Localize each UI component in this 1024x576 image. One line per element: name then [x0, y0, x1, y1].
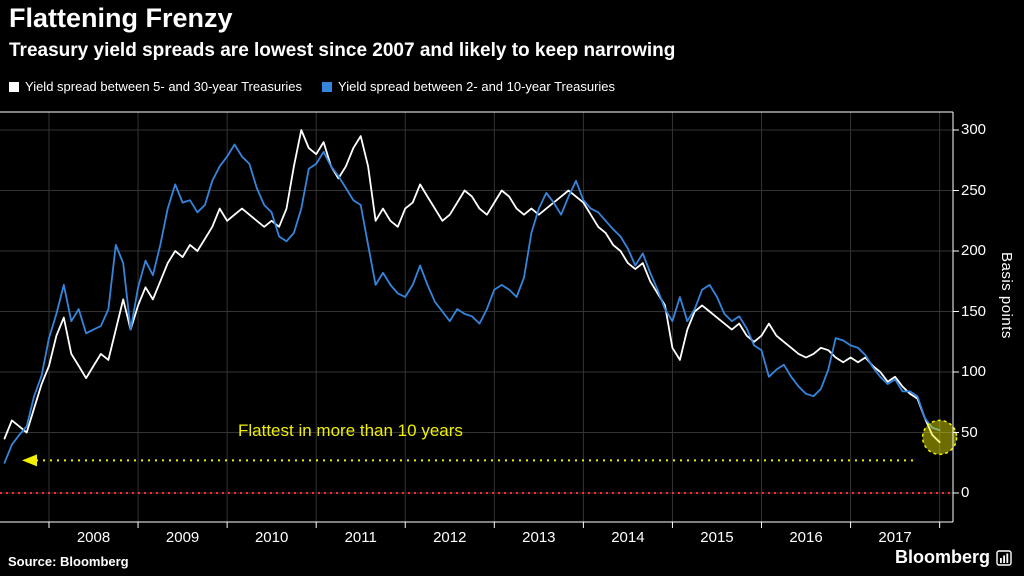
legend-item-5s30s: Yield spread between 5- and 30-year Trea… [9, 79, 302, 94]
legend-label-2s10s: Yield spread between 2- and 10-year Trea… [338, 79, 616, 94]
series-line-2s10s [3, 143, 941, 464]
chart-legend: Yield spread between 5- and 30-year Trea… [9, 79, 615, 94]
legend-swatch-blue-icon [322, 81, 333, 92]
annotation-arrowhead-icon [22, 454, 37, 467]
highlight-circle [921, 419, 958, 456]
source-label: Source: Bloomberg [8, 554, 129, 569]
legend-item-2s10s: Yield spread between 2- and 10-year Trea… [322, 79, 615, 94]
legend-swatch-white-icon [9, 81, 19, 92]
page-title: Flattening Frenzy [9, 3, 233, 33]
annotation-label: Flattest in more than 10 years [238, 421, 463, 440]
series-line-5s30s [3, 129, 941, 444]
bloomberg-logo: Bloomberg [895, 547, 1012, 568]
page-subtitle: Treasury yield spreads are lowest since … [9, 40, 676, 61]
y-axis-title: Basis points [998, 252, 1015, 339]
bloomberg-logo-text: Bloomberg [894, 547, 990, 567]
bar-chart-icon [996, 549, 1012, 566]
legend-label-5s30s: Yield spread between 5- and 30-year Trea… [25, 79, 303, 94]
